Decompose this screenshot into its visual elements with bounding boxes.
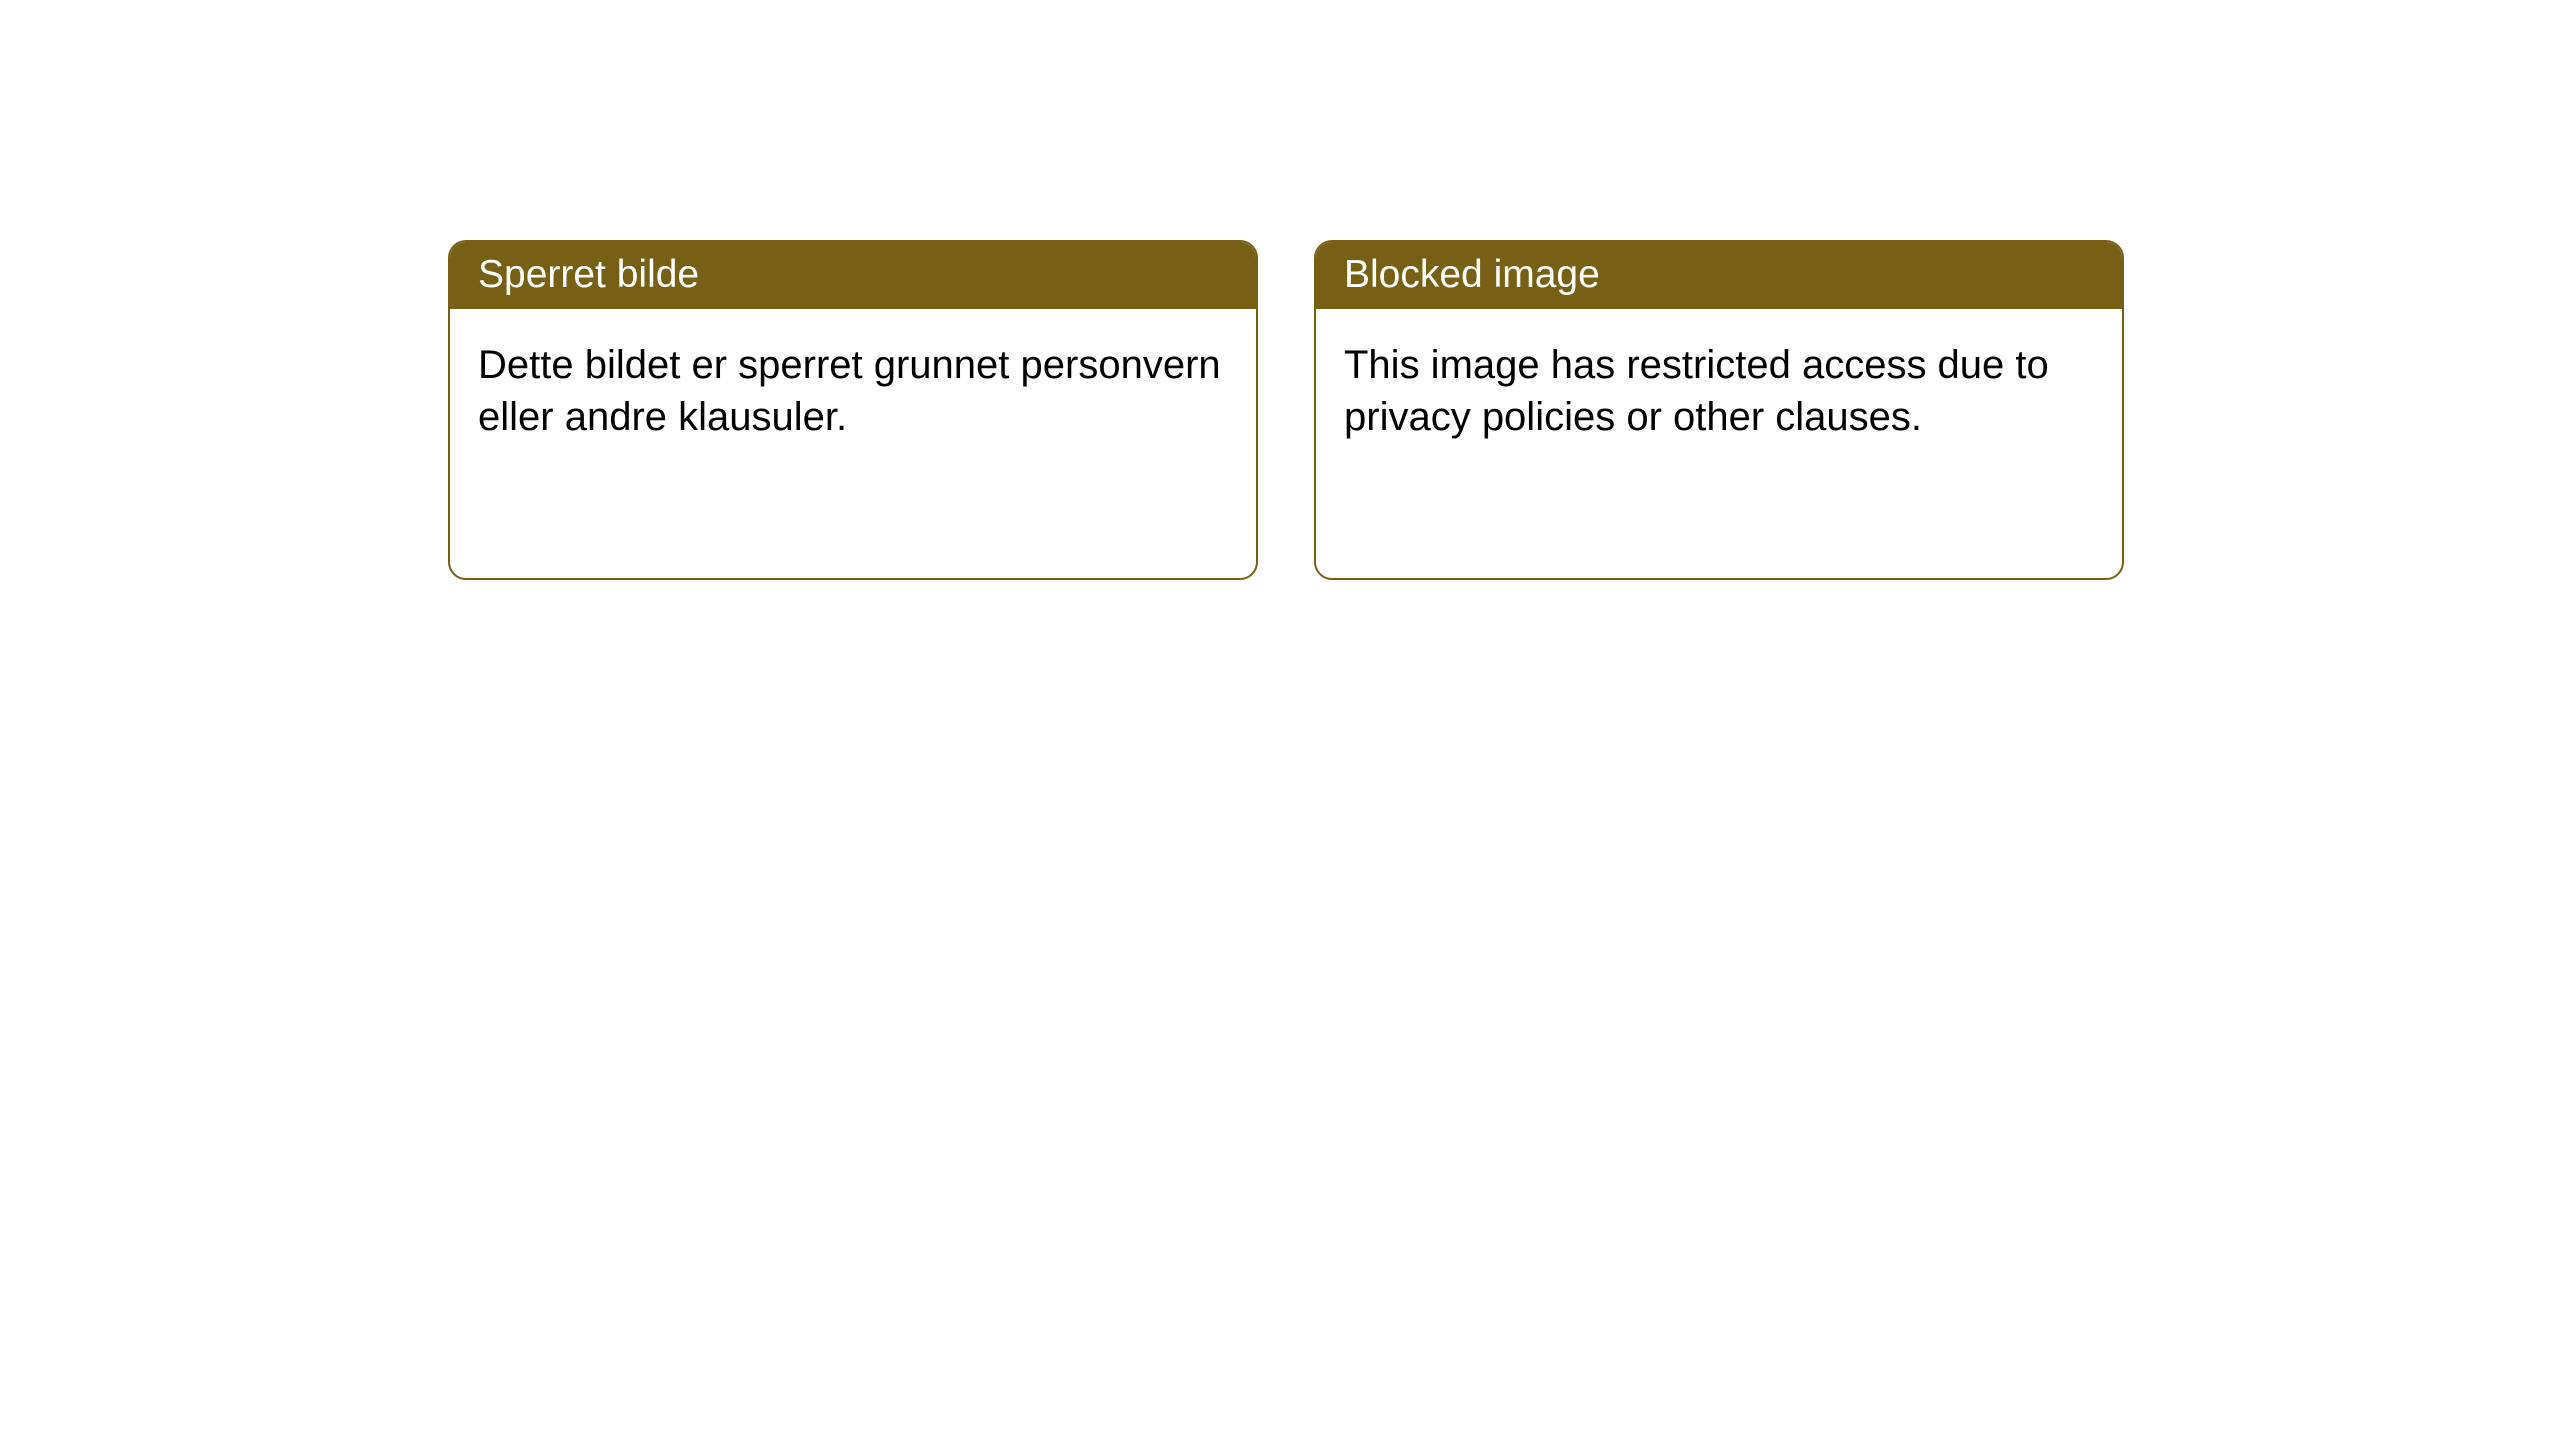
notice-box-norwegian: Sperret bilde Dette bildet er sperret gr… [448,240,1258,580]
notice-body-text: This image has restricted access due to … [1344,343,2049,439]
notice-body: Dette bildet er sperret grunnet personve… [450,309,1256,473]
notice-container: Sperret bilde Dette bildet er sperret gr… [448,240,2124,580]
notice-box-english: Blocked image This image has restricted … [1314,240,2124,580]
notice-title: Sperret bilde [478,253,699,296]
notice-title: Blocked image [1344,253,1600,296]
notice-header: Sperret bilde [450,242,1256,309]
notice-header: Blocked image [1316,242,2122,309]
notice-body-text: Dette bildet er sperret grunnet personve… [478,343,1221,439]
notice-body: This image has restricted access due to … [1316,309,2122,473]
